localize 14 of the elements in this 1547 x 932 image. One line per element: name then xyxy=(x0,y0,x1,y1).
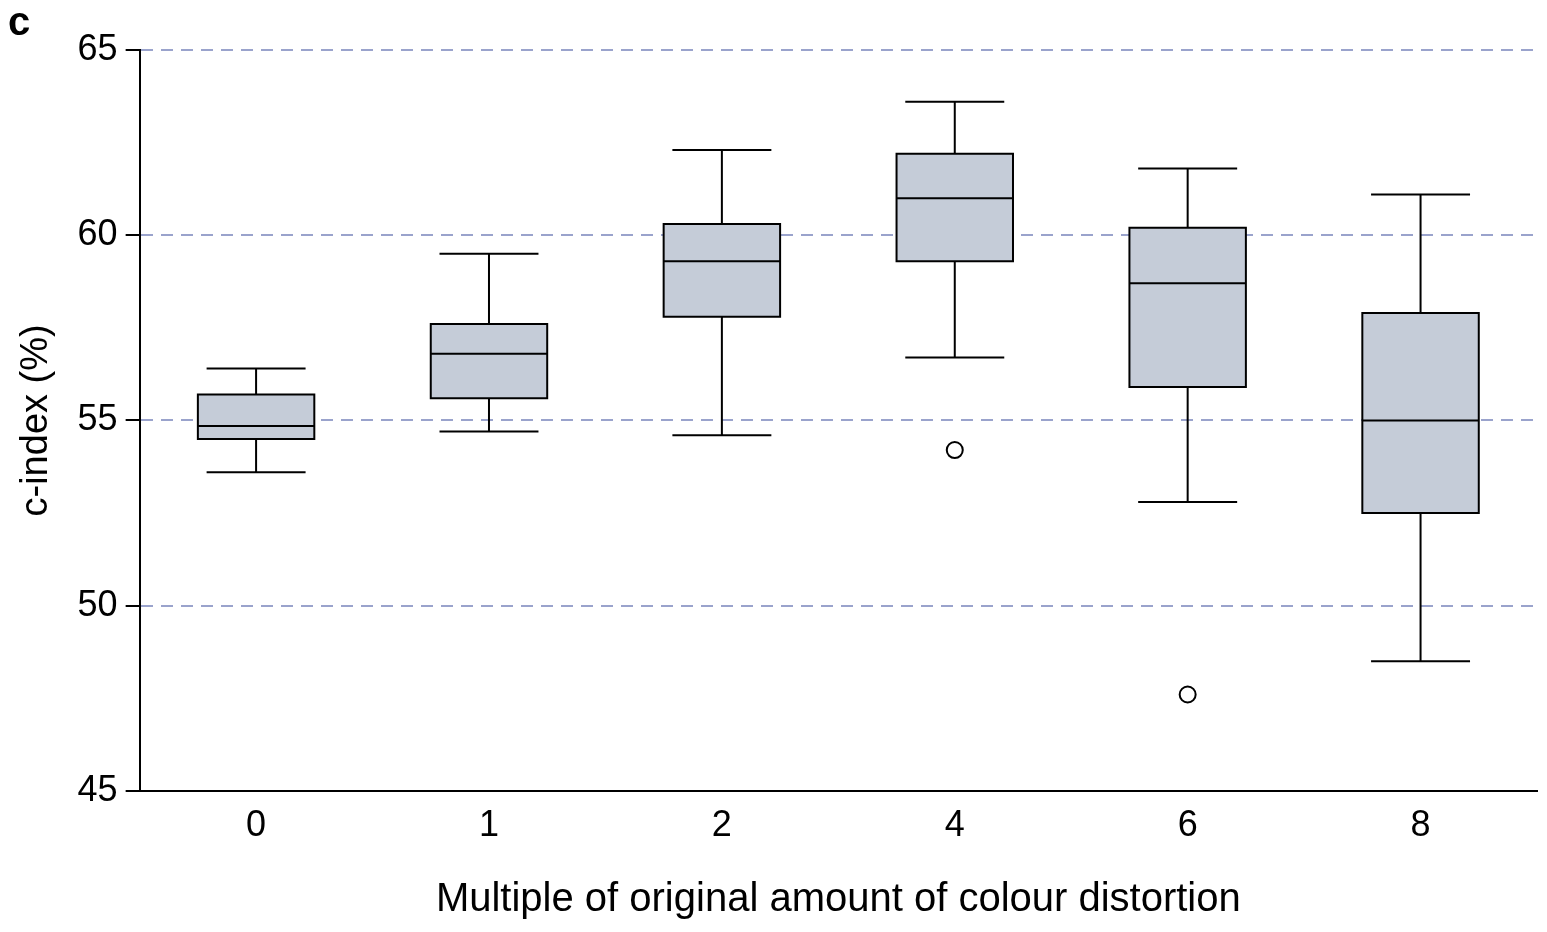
x-tick-label: 2 xyxy=(711,803,732,845)
y-tick-label: 60 xyxy=(77,212,118,254)
x-tick-label: 4 xyxy=(944,803,965,845)
x-tick-label: 1 xyxy=(478,803,499,845)
x-tick-label: 0 xyxy=(246,803,267,845)
y-tick-label: 55 xyxy=(77,397,118,439)
y-tick-label: 50 xyxy=(77,582,118,624)
x-tick-label: 8 xyxy=(1410,803,1431,845)
y-tick-label: 45 xyxy=(77,767,118,809)
y-axis-title: c-index (%) xyxy=(13,324,56,517)
x-axis-title: Multiple of original amount of colour distortion xyxy=(435,875,1241,920)
y-tick-label: 65 xyxy=(77,26,118,68)
x-tick-label: 6 xyxy=(1177,803,1198,845)
text: c xyxy=(8,0,31,44)
